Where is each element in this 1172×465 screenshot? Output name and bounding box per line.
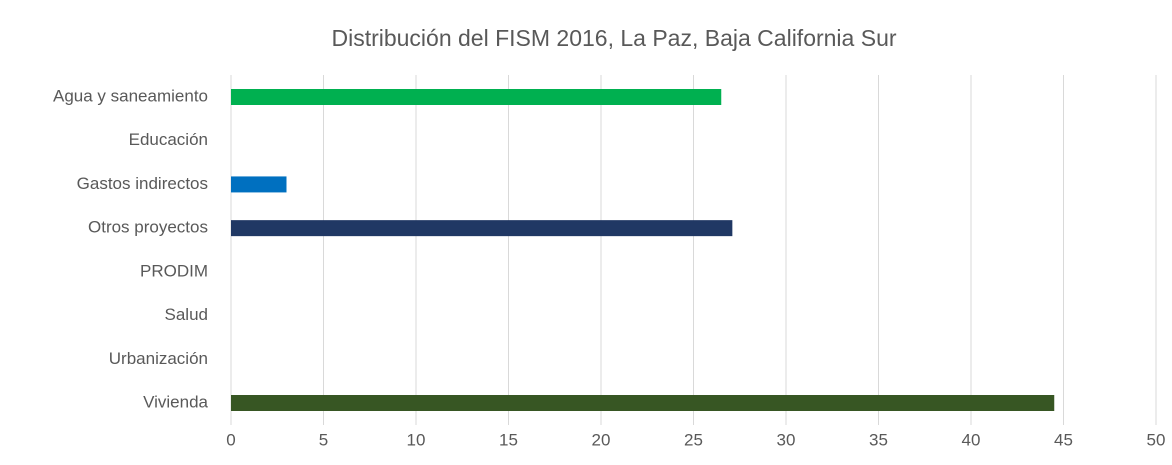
- x-tick-label: 15: [499, 430, 518, 449]
- bar: [231, 395, 1055, 411]
- y-tick-label: PRODIM: [140, 261, 208, 280]
- y-tick-label: Otros proyectos: [88, 218, 208, 237]
- x-tick-label: 20: [592, 430, 611, 449]
- x-tick-label: 25: [684, 430, 703, 449]
- x-tick-label: 35: [869, 430, 888, 449]
- y-tick-label: Educación: [129, 130, 208, 149]
- x-tick-label: 0: [226, 430, 235, 449]
- chart-title: Distribución del FISM 2016, La Paz, Baja…: [331, 25, 896, 51]
- bar: [231, 220, 733, 237]
- y-tick-label: Agua y saneamiento: [53, 86, 208, 105]
- y-tick-label: Gastos indirectos: [77, 174, 208, 193]
- x-tick-label: 45: [1054, 430, 1073, 449]
- y-tick-label: Urbanización: [109, 349, 208, 368]
- y-tick-label: Salud: [165, 305, 208, 324]
- y-tick-label: Vivienda: [143, 392, 208, 411]
- bar: [231, 176, 287, 193]
- x-tick-label: 50: [1147, 430, 1166, 449]
- x-tick-label: 10: [407, 430, 426, 449]
- x-tick-label: 40: [962, 430, 981, 449]
- x-tick-label: 5: [319, 430, 328, 449]
- bar: [231, 89, 722, 105]
- x-tick-label: 30: [777, 430, 796, 449]
